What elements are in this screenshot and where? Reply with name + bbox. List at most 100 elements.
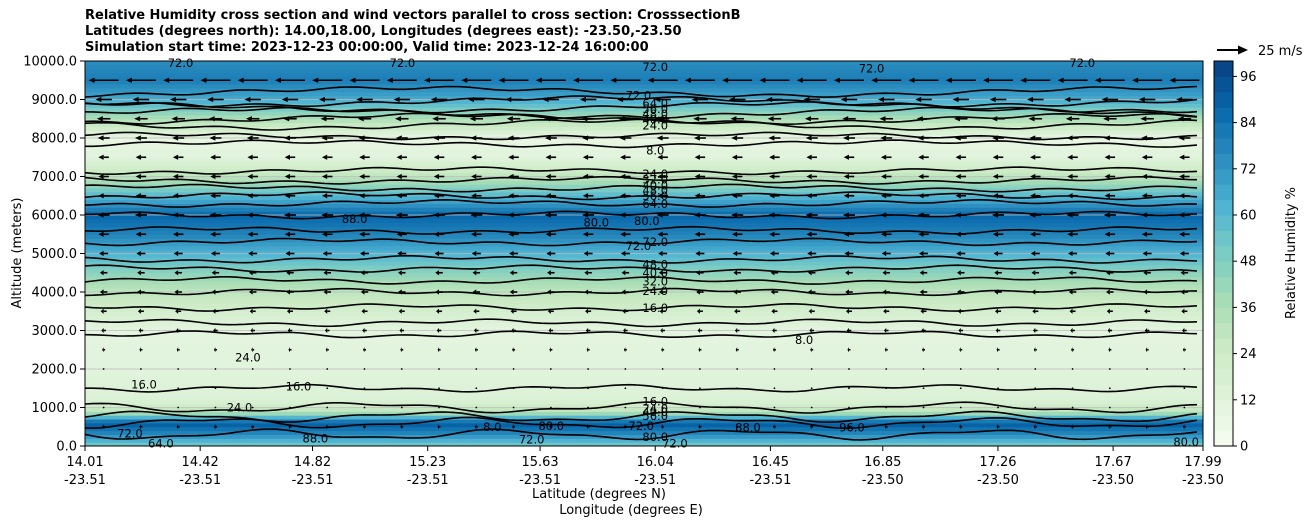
- contour-label: 16.0: [642, 301, 668, 315]
- wind-vector: [1108, 368, 1111, 370]
- wind-vector: [512, 347, 516, 353]
- wind-vector: [359, 193, 370, 199]
- wind-vector: [731, 212, 744, 218]
- contour-label: 48.0: [642, 184, 668, 198]
- wind-vector: [882, 270, 890, 276]
- chart-title-line-1: Relative Humidity cross section and wind…: [85, 8, 741, 23]
- wind-vector: [1029, 135, 1042, 141]
- wind-vector: [288, 424, 292, 430]
- contour-label: 96.0: [839, 421, 865, 435]
- colorbar-tick-label: 60: [1240, 209, 1257, 224]
- wind-vector: [1103, 135, 1116, 141]
- contour-line: [85, 428, 1198, 441]
- wind-vector: [506, 116, 521, 122]
- wind-vector: [1144, 308, 1151, 314]
- wind-vector: [731, 193, 743, 199]
- colorbar-segment: [1214, 245, 1233, 262]
- wind-vector: [582, 193, 594, 199]
- wind-vector: [286, 289, 294, 295]
- contour-line: [85, 401, 1198, 414]
- wind-vector: [1103, 212, 1116, 218]
- humidity-band: [85, 333, 1203, 339]
- wind-vector: [696, 308, 703, 314]
- wind-vector: [1067, 173, 1078, 180]
- contour-label: 40.0: [642, 405, 668, 419]
- humidity-contours: [85, 85, 1198, 441]
- wind-vector: [997, 368, 999, 370]
- contour-label: 72.0: [168, 56, 194, 70]
- humidity-band: [85, 191, 1203, 197]
- wind-vector: [400, 424, 404, 430]
- humidity-band: [85, 91, 1203, 97]
- wind-vector: [251, 406, 254, 409]
- wind-vector: [1071, 424, 1075, 430]
- colorbar-tick-label: 36: [1240, 301, 1257, 316]
- humidity-band: [85, 160, 1203, 166]
- humidity-band: [85, 272, 1203, 278]
- wind-vector: [175, 327, 181, 334]
- wind-vector: [728, 96, 746, 103]
- contour-line: [85, 237, 1198, 247]
- wind-vector: [99, 289, 108, 295]
- wind-vector: [323, 270, 331, 276]
- humidity-band: [85, 360, 1203, 366]
- humidity-band: [85, 210, 1203, 216]
- wind-vector: [1030, 231, 1041, 237]
- humidity-band: [85, 299, 1203, 305]
- wind-vector: [694, 154, 706, 160]
- wind-vector: [809, 327, 814, 334]
- contour-label: 64.0: [642, 197, 668, 211]
- wind-vector: [363, 368, 366, 370]
- wind-vector: [134, 135, 147, 141]
- wind-vector: [547, 270, 555, 276]
- wind-vector: [621, 270, 630, 276]
- wind-vector: [398, 270, 406, 276]
- wind-vector: [807, 289, 816, 295]
- colorbar-segment: [1214, 184, 1233, 201]
- contour-label: 64.0: [148, 436, 174, 450]
- wind-vector: [658, 270, 667, 276]
- wind-vector: [1067, 193, 1078, 199]
- wind-vector: [696, 289, 704, 295]
- wind-vector: [722, 77, 753, 83]
- wind-vector: [1182, 327, 1187, 334]
- wind-vector: [283, 116, 297, 122]
- humidity-band: [85, 407, 1203, 412]
- wind-vector: [955, 154, 967, 160]
- wind-vector: [546, 250, 556, 257]
- wind-vector: [1143, 289, 1151, 295]
- wind-vector: [619, 135, 632, 141]
- contour-line: [85, 264, 1198, 273]
- humidity-band: [85, 326, 1203, 331]
- wind-vector: [773, 387, 776, 390]
- wind-vector: [996, 424, 1000, 430]
- wind-vector: [1179, 250, 1189, 257]
- humidity-band: [85, 79, 1203, 85]
- wind-vector: [843, 231, 855, 237]
- wind-vector: [438, 368, 440, 370]
- colorbar-segment: [1214, 307, 1233, 324]
- wind-vector: [247, 231, 258, 237]
- colorbar-segment: [1214, 230, 1233, 247]
- wind-vector: [433, 193, 445, 199]
- x-tick-label-lon: -23.51: [749, 473, 791, 488]
- wind-vector: [1030, 154, 1041, 160]
- wind-vector: [773, 368, 776, 370]
- wind-vector: [843, 193, 855, 199]
- wind-vector: [237, 77, 268, 83]
- humidity-band: [85, 376, 1203, 382]
- wind-vector: [1146, 368, 1148, 370]
- wind-vector: [357, 116, 372, 122]
- wind-vector: [1141, 212, 1154, 218]
- humidity-band: [85, 226, 1203, 231]
- wind-vector: [957, 289, 965, 295]
- colorbar-segment: [1214, 107, 1233, 124]
- contour-label: 72.0: [642, 235, 668, 249]
- wind-vector: [773, 406, 776, 409]
- wind-vector: [174, 270, 182, 276]
- wind-vector: [284, 231, 296, 237]
- wind-vector: [736, 387, 739, 390]
- wind-vector: [209, 135, 222, 141]
- wind-vector: [359, 231, 370, 237]
- humidity-band: [85, 395, 1203, 401]
